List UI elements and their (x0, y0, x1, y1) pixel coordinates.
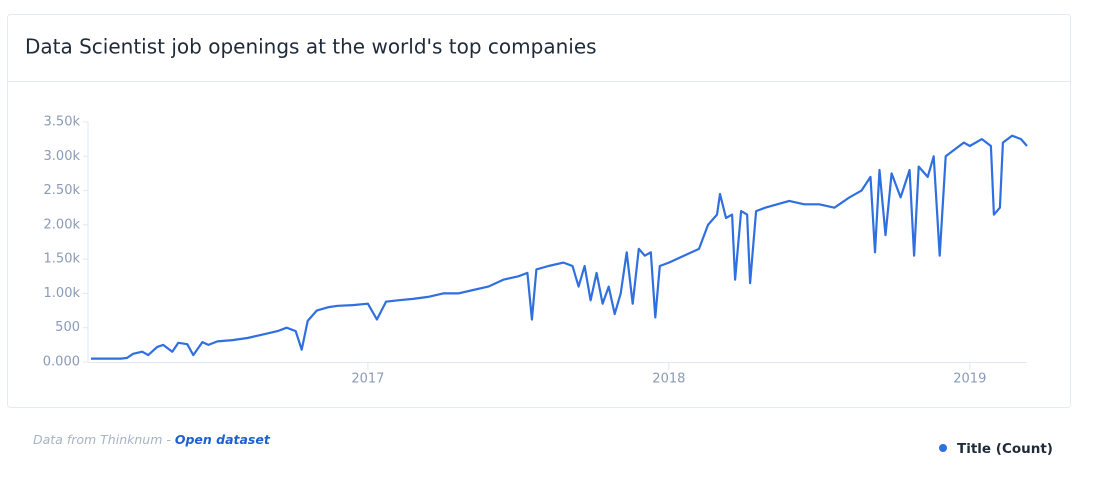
y-tick-label: 1.50k (44, 252, 81, 267)
legend-label: Title (Count) (957, 441, 1053, 457)
y-tick-label: 0.000 (43, 355, 80, 370)
source-link[interactable]: Open dataset (175, 432, 271, 447)
x-tick-label: 2017 (351, 372, 384, 387)
line-series (91, 134, 1028, 360)
source: Data from Thinknum - Open dataset (33, 432, 271, 447)
x-tick-label: 2018 (652, 372, 685, 387)
y-tick-label: 2.50k (44, 183, 81, 198)
y-tick-label: 3.50k (44, 115, 81, 130)
chart-title: Data Scientist job openings at the world… (25, 35, 597, 59)
source-text: Data from Thinknum - (33, 432, 175, 447)
x-tick-label: 2019 (953, 372, 986, 387)
y-tick-label: 2.00k (44, 217, 81, 232)
legend-marker (939, 444, 947, 452)
y-tick-label: 500 (55, 320, 80, 335)
card (7, 14, 1071, 408)
y-tick-label: 1.00k (44, 286, 81, 301)
y-tick-label: 3.00k (44, 149, 81, 164)
